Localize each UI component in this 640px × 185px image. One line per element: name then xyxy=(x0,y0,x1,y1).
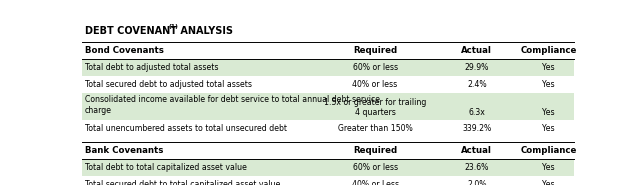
Text: Total unencumbered assets to total unsecured debt: Total unencumbered assets to total unsec… xyxy=(85,124,287,132)
Text: Total debt to adjusted total assets: Total debt to adjusted total assets xyxy=(85,63,218,72)
Bar xyxy=(83,120,573,137)
Text: 2.0%: 2.0% xyxy=(467,180,486,185)
Text: Yes: Yes xyxy=(543,124,555,132)
Text: 60% or less: 60% or less xyxy=(353,163,397,172)
Text: Compliance: Compliance xyxy=(520,146,577,155)
Text: (1): (1) xyxy=(168,24,178,29)
Bar xyxy=(83,176,573,185)
Text: Yes: Yes xyxy=(543,163,555,172)
Text: Yes: Yes xyxy=(543,63,555,72)
Text: 4 quarters: 4 quarters xyxy=(355,108,396,117)
Bar xyxy=(83,59,573,76)
Text: Total secured debt to adjusted total assets: Total secured debt to adjusted total ass… xyxy=(85,80,252,89)
Text: Greater than 150%: Greater than 150% xyxy=(338,124,413,132)
Text: Yes: Yes xyxy=(543,108,555,117)
Text: 40% or less: 40% or less xyxy=(353,80,397,89)
Text: 60% or less: 60% or less xyxy=(353,63,397,72)
Text: Compliance: Compliance xyxy=(520,46,577,55)
Text: 23.6%: 23.6% xyxy=(465,163,489,172)
Text: Required: Required xyxy=(353,146,397,155)
Bar xyxy=(83,76,573,92)
Text: Actual: Actual xyxy=(461,46,492,55)
Text: 1.5x or greater for trailing: 1.5x or greater for trailing xyxy=(324,97,426,107)
Text: 6.3x: 6.3x xyxy=(468,108,485,117)
Text: Total secured debt to total capitalized asset value: Total secured debt to total capitalized … xyxy=(85,180,280,185)
Text: 40% or Less: 40% or Less xyxy=(351,180,399,185)
Bar xyxy=(83,92,573,120)
Text: 2.4%: 2.4% xyxy=(467,80,486,89)
Text: Total debt to total capitalized asset value: Total debt to total capitalized asset va… xyxy=(85,163,247,172)
Text: Yes: Yes xyxy=(543,180,555,185)
Text: 339.2%: 339.2% xyxy=(462,124,492,132)
Text: Required: Required xyxy=(353,46,397,55)
Text: Consolidated income available for debt service to total annual debt service
char: Consolidated income available for debt s… xyxy=(85,95,380,115)
Text: DEBT COVENANT ANALYSIS: DEBT COVENANT ANALYSIS xyxy=(85,26,233,36)
Bar xyxy=(83,159,573,176)
Text: Actual: Actual xyxy=(461,146,492,155)
Text: 29.9%: 29.9% xyxy=(465,63,489,72)
Text: Bank Covenants: Bank Covenants xyxy=(85,146,163,155)
Text: Yes: Yes xyxy=(543,80,555,89)
Text: Bond Covenants: Bond Covenants xyxy=(85,46,164,55)
